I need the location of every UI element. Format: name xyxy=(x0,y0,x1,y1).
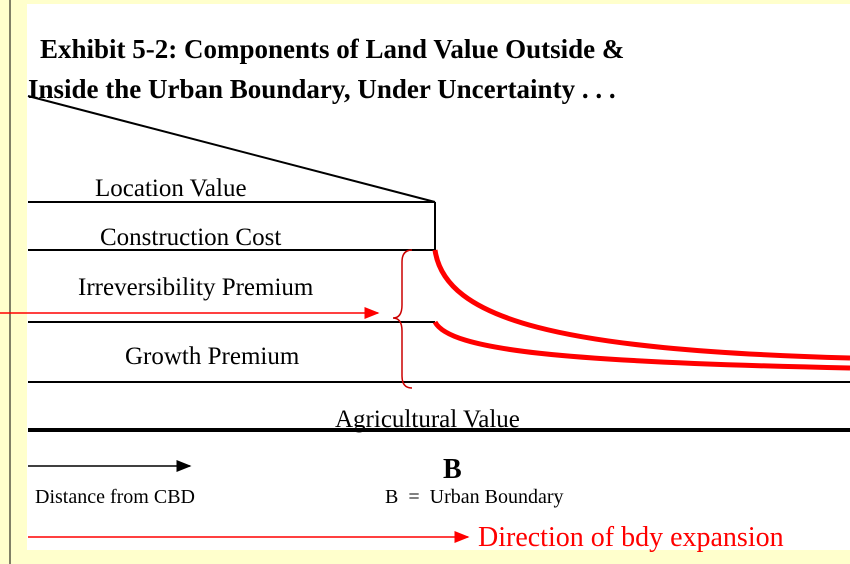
boundary-legend: B = Urban Boundary xyxy=(385,486,563,508)
title-line: Inside the Urban Boundary, Under Uncerta… xyxy=(28,74,616,104)
layer-labels: Location Value Construction Cost Irrever… xyxy=(78,175,520,433)
expansion-label: Direction of bdy expansion xyxy=(478,522,784,553)
axis-label: Distance from CBD xyxy=(35,486,195,508)
layer-label: Location Value xyxy=(95,175,247,202)
layer-label: Construction Cost xyxy=(100,224,281,251)
brace xyxy=(392,249,413,389)
layer-lines xyxy=(27,95,850,432)
layer-label: Agricultural Value xyxy=(335,406,520,433)
value-curve xyxy=(432,320,850,371)
slope-line xyxy=(27,95,436,203)
boundary-symbol: B xyxy=(443,454,462,485)
value-curve xyxy=(432,249,850,361)
panel xyxy=(27,4,850,550)
layer-label: Irreversibility Premium xyxy=(78,274,314,301)
title-line: Exhibit 5-2: Components of Land Value Ou… xyxy=(40,34,624,64)
layer-label: Growth Premium xyxy=(125,343,300,370)
